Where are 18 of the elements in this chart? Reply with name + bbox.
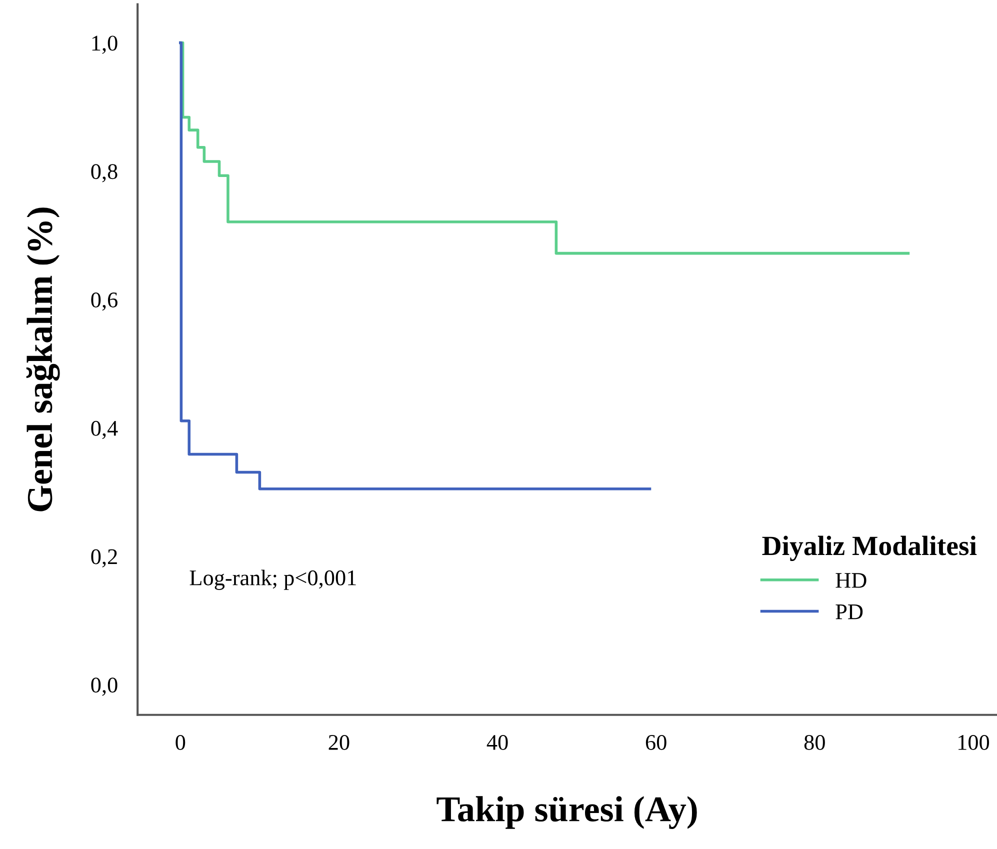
x-tick-label: 80	[804, 734, 825, 750]
x-tick-label: 40	[486, 734, 508, 750]
y-tick-label: 1,0	[92, 36, 118, 54]
y-axis-title: Genel sağkalım (%)	[26, 208, 60, 512]
legend-title: Diyaliz Modalitesi	[762, 536, 977, 561]
y-tick-label: 0,2	[91, 549, 117, 568]
y-tick-label: 0,0	[91, 678, 118, 696]
x-tick-label: 100	[958, 734, 990, 750]
x-tick-label: 60	[646, 734, 666, 750]
y-tick-label: 0,6	[91, 292, 118, 311]
x-tick-label: 0	[176, 734, 186, 750]
legend-label: HD	[836, 573, 866, 588]
x-tick-label: 20	[328, 734, 350, 750]
y-tick-label: 0,8	[91, 164, 118, 182]
x-axis-title: Takip süresi (Ay)	[436, 796, 697, 829]
annotation: Log-rank; p<0,001	[190, 570, 356, 590]
legend-label: PD	[836, 604, 863, 620]
y-tick-label: 0,4	[91, 420, 118, 440]
